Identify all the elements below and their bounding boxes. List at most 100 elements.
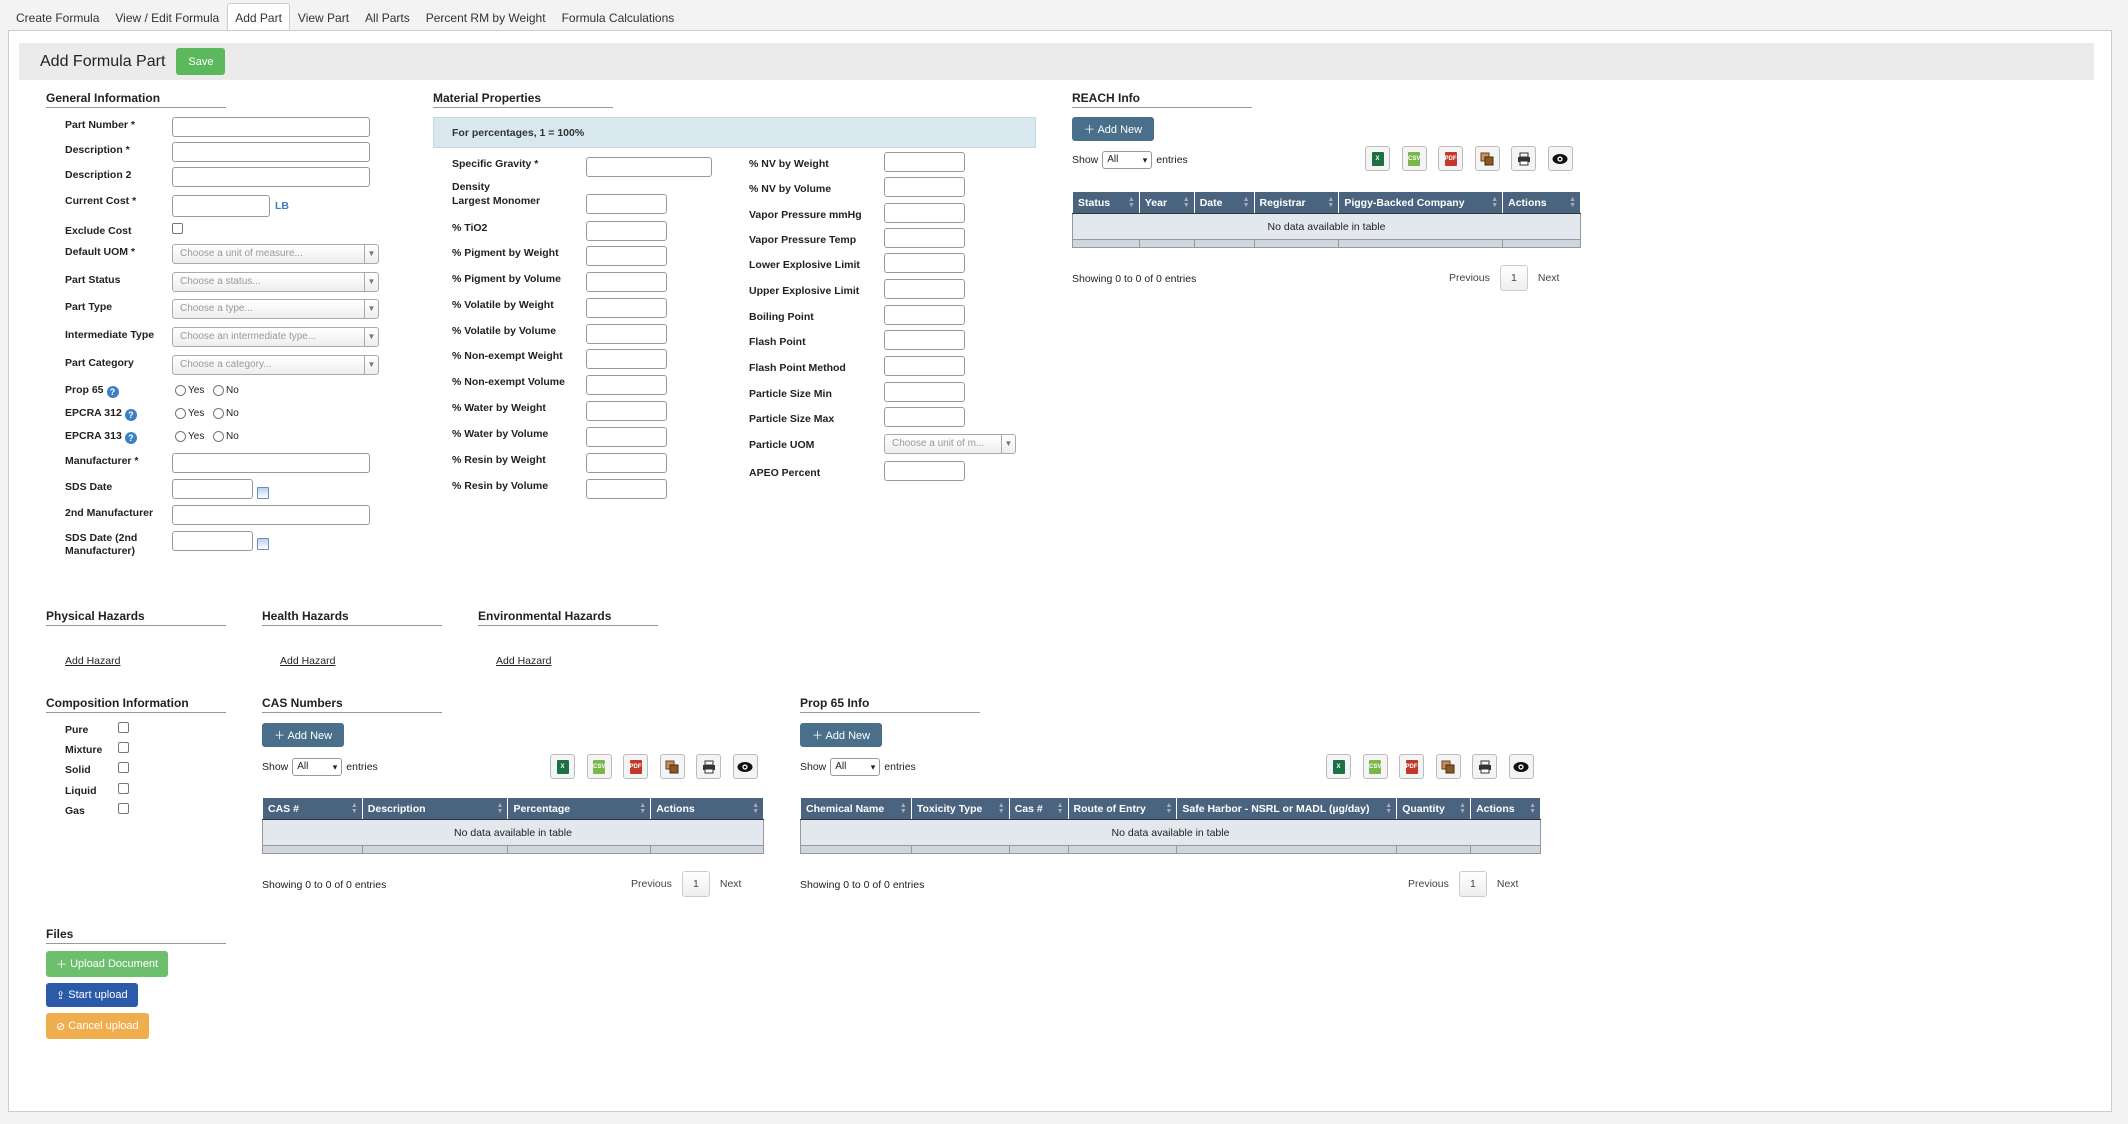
copy-button[interactable] (1435, 754, 1461, 779)
mat-input-resin-by-weight[interactable] (586, 453, 667, 473)
eye-button[interactable] (1508, 754, 1534, 779)
column-header-chemical-name[interactable]: Chemical Name ▲ ▼ (800, 797, 912, 820)
current-cost-input[interactable] (172, 195, 270, 217)
mat-input-boiling-point[interactable] (884, 305, 965, 325)
previous-button[interactable]: Previous (1408, 878, 1449, 890)
manufacturer-input[interactable] (172, 453, 370, 473)
help-icon[interactable]: ? (124, 432, 137, 444)
column-header-safe-harbor-nsrl-or-madl-g-day[interactable]: Safe Harbor - NSRL or MADL (µg/day) ▲ ▼ (1176, 797, 1398, 820)
column-header-actions[interactable]: Actions ▲ ▼ (650, 797, 764, 820)
reach-length-select[interactable]: All (1102, 151, 1153, 169)
mat-input-volatile-by-volume[interactable] (586, 324, 667, 344)
cas-length-select[interactable]: All (292, 758, 343, 776)
previous-button[interactable]: Previous (1449, 272, 1490, 284)
csv-button[interactable]: CSV (1362, 754, 1388, 779)
mat-input-particle-size-max[interactable] (884, 407, 965, 427)
mat-input-nv-by-weight[interactable] (884, 152, 965, 172)
previous-button[interactable]: Previous (631, 878, 672, 890)
upload-document-button[interactable]: ＋ Upload Document (46, 951, 169, 977)
column-header-actions[interactable]: Actions ▲ ▼ (1502, 191, 1581, 214)
column-header-piggy-backed-company[interactable]: Piggy-Backed Company ▲ ▼ (1338, 191, 1504, 214)
pdf-button[interactable]: PDF (1438, 146, 1463, 171)
page-1-button[interactable]: 1 (681, 871, 710, 897)
column-header-cas[interactable]: CAS # ▲ ▼ (262, 797, 363, 820)
copy-button[interactable] (1474, 146, 1500, 171)
help-icon[interactable]: ? (124, 409, 137, 421)
exclude-cost-checkbox[interactable] (172, 223, 183, 234)
prop65-no[interactable]: No (213, 385, 239, 396)
mat-input-largest-monomer[interactable] (586, 194, 667, 214)
column-header-toxicity-type[interactable]: Toxicity Type ▲ ▼ (910, 797, 1010, 820)
mat-input-vapor-pressure-mmhg[interactable] (884, 203, 965, 223)
mat-input-non-exempt-volume[interactable] (586, 375, 667, 395)
tab-percent-rm[interactable]: Percent RM by Weight (425, 11, 546, 25)
mat-input-vapor-pressure-temp[interactable] (884, 228, 965, 248)
tab-create-formula[interactable]: Create Formula (16, 11, 100, 25)
excel-button[interactable]: X (1326, 754, 1351, 779)
particle-uom-select[interactable]: Choose a unit of m... ▼ (884, 434, 1016, 454)
mat-input-water-by-weight[interactable] (586, 401, 667, 421)
eye-button[interactable] (732, 754, 758, 779)
mat-input-specific-gravity[interactable] (586, 157, 712, 177)
mat-input-non-exempt-weight[interactable] (586, 349, 667, 369)
radio-button[interactable] (175, 408, 186, 419)
cancel-upload-button[interactable]: ⊘ Cancel upload (46, 1013, 149, 1039)
prop65-add-new-button[interactable]: ＋ Add New (800, 723, 883, 747)
radio-button[interactable] (175, 431, 186, 442)
column-header-percentage[interactable]: Percentage ▲ ▼ (507, 797, 652, 820)
mat-input-volatile-by-weight[interactable] (586, 298, 667, 318)
epcra313-no[interactable]: No (213, 431, 239, 442)
mat-input-particle-size-min[interactable] (884, 382, 965, 402)
column-header-quantity[interactable]: Quantity ▲ ▼ (1396, 797, 1472, 820)
column-header-date[interactable]: Date ▲ ▼ (1193, 191, 1255, 214)
column-header-description[interactable]: Description ▲ ▼ (361, 797, 509, 820)
radio-button[interactable] (175, 385, 186, 396)
add-health-hazard-link[interactable]: Add Hazard (280, 655, 336, 667)
csv-button[interactable]: CSV (586, 754, 612, 779)
mat-input-upper-explosive-limit[interactable] (884, 279, 965, 299)
page-1-button[interactable]: 1 (1458, 871, 1487, 897)
column-header-year[interactable]: Year ▲ ▼ (1138, 191, 1195, 214)
column-header-route-of-entry[interactable]: Route of Entry ▲ ▼ (1067, 797, 1178, 820)
composition-checkbox-solid[interactable] (118, 762, 129, 773)
composition-checkbox-gas[interactable] (118, 803, 129, 814)
part-status-select[interactable]: Choose a status... ▼ (172, 272, 379, 292)
mat-input-flash-point-method[interactable] (884, 356, 965, 376)
print-button[interactable] (1511, 146, 1536, 171)
save-button[interactable]: Save (176, 48, 226, 75)
mat-input-nv-by-volume[interactable] (884, 177, 965, 197)
mat-input-resin-by-volume[interactable] (586, 479, 667, 499)
column-header-actions[interactable]: Actions ▲ ▼ (1470, 797, 1541, 820)
epcra312-no[interactable]: No (213, 408, 239, 419)
prop65-yes[interactable]: Yes (175, 385, 204, 396)
start-upload-button[interactable]: ⇪ Start upload (46, 983, 138, 1007)
column-header-registrar[interactable]: Registrar ▲ ▼ (1253, 191, 1340, 214)
mat-input-apeo-percent[interactable] (884, 461, 965, 481)
tab-all-parts[interactable]: All Parts (365, 11, 410, 25)
mat-input-tio2[interactable] (586, 221, 667, 241)
csv-button[interactable]: CSV (1401, 146, 1427, 171)
intermediate-type-select[interactable]: Choose an intermediate type... ▼ (172, 327, 379, 347)
second-manufacturer-input[interactable] (172, 505, 370, 525)
tab-view-part[interactable]: View Part (297, 11, 350, 25)
tab-view-edit-formula[interactable]: View / Edit Formula (115, 11, 220, 25)
excel-button[interactable]: X (1365, 146, 1390, 171)
epcra313-yes[interactable]: Yes (175, 431, 204, 442)
composition-checkbox-liquid[interactable] (118, 783, 129, 794)
description2-input[interactable] (172, 167, 370, 187)
copy-button[interactable] (659, 754, 685, 779)
sds-date-input[interactable] (172, 479, 253, 499)
mat-input-pigment-by-volume[interactable] (586, 272, 667, 292)
add-physical-hazard-link[interactable]: Add Hazard (65, 655, 121, 667)
description-input[interactable] (172, 142, 370, 162)
composition-checkbox-mixture[interactable] (118, 742, 129, 753)
part-category-select[interactable]: Choose a category... ▼ (172, 355, 379, 375)
tab-formula-calculations[interactable]: Formula Calculations (561, 11, 675, 25)
add-environmental-hazard-link[interactable]: Add Hazard (496, 655, 552, 667)
tab-add-part[interactable]: Add Part (227, 3, 290, 32)
reach-add-new-button[interactable]: ＋ Add New (1072, 117, 1155, 141)
radio-button[interactable] (213, 385, 224, 396)
print-button[interactable] (1472, 754, 1497, 779)
mat-input-lower-explosive-limit[interactable] (884, 253, 965, 273)
help-icon[interactable]: ? (106, 386, 119, 398)
